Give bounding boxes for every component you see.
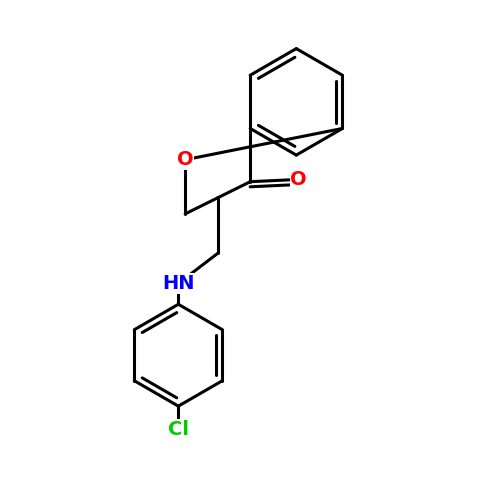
Text: O: O [177,150,194,169]
Text: O: O [290,170,307,189]
Text: HN: HN [162,274,194,293]
Text: Cl: Cl [168,420,189,439]
